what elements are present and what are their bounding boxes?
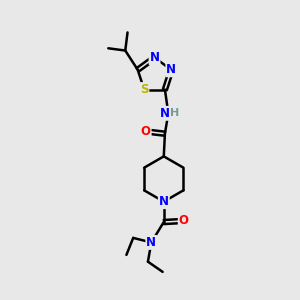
Text: O: O [179, 214, 189, 227]
Text: N: N [160, 107, 170, 120]
Text: S: S [140, 83, 148, 96]
Text: N: N [166, 63, 176, 76]
Text: N: N [146, 236, 156, 249]
Text: H: H [170, 108, 179, 118]
Text: O: O [141, 125, 151, 138]
Text: N: N [159, 195, 169, 208]
Text: N: N [149, 51, 160, 64]
